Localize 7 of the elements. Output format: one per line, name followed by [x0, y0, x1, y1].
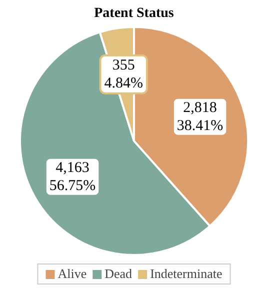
chart-title: Patent Status: [94, 6, 174, 21]
data-label: 2,818 38.41%: [176, 100, 224, 134]
legend-label: Indeterminate: [150, 266, 222, 281]
legend-label: Dead: [104, 266, 133, 281]
data-label: 4,163 56.75%: [49, 160, 96, 194]
data-label: 355 4.84%: [104, 57, 144, 92]
legend-label: Alive: [58, 266, 87, 281]
